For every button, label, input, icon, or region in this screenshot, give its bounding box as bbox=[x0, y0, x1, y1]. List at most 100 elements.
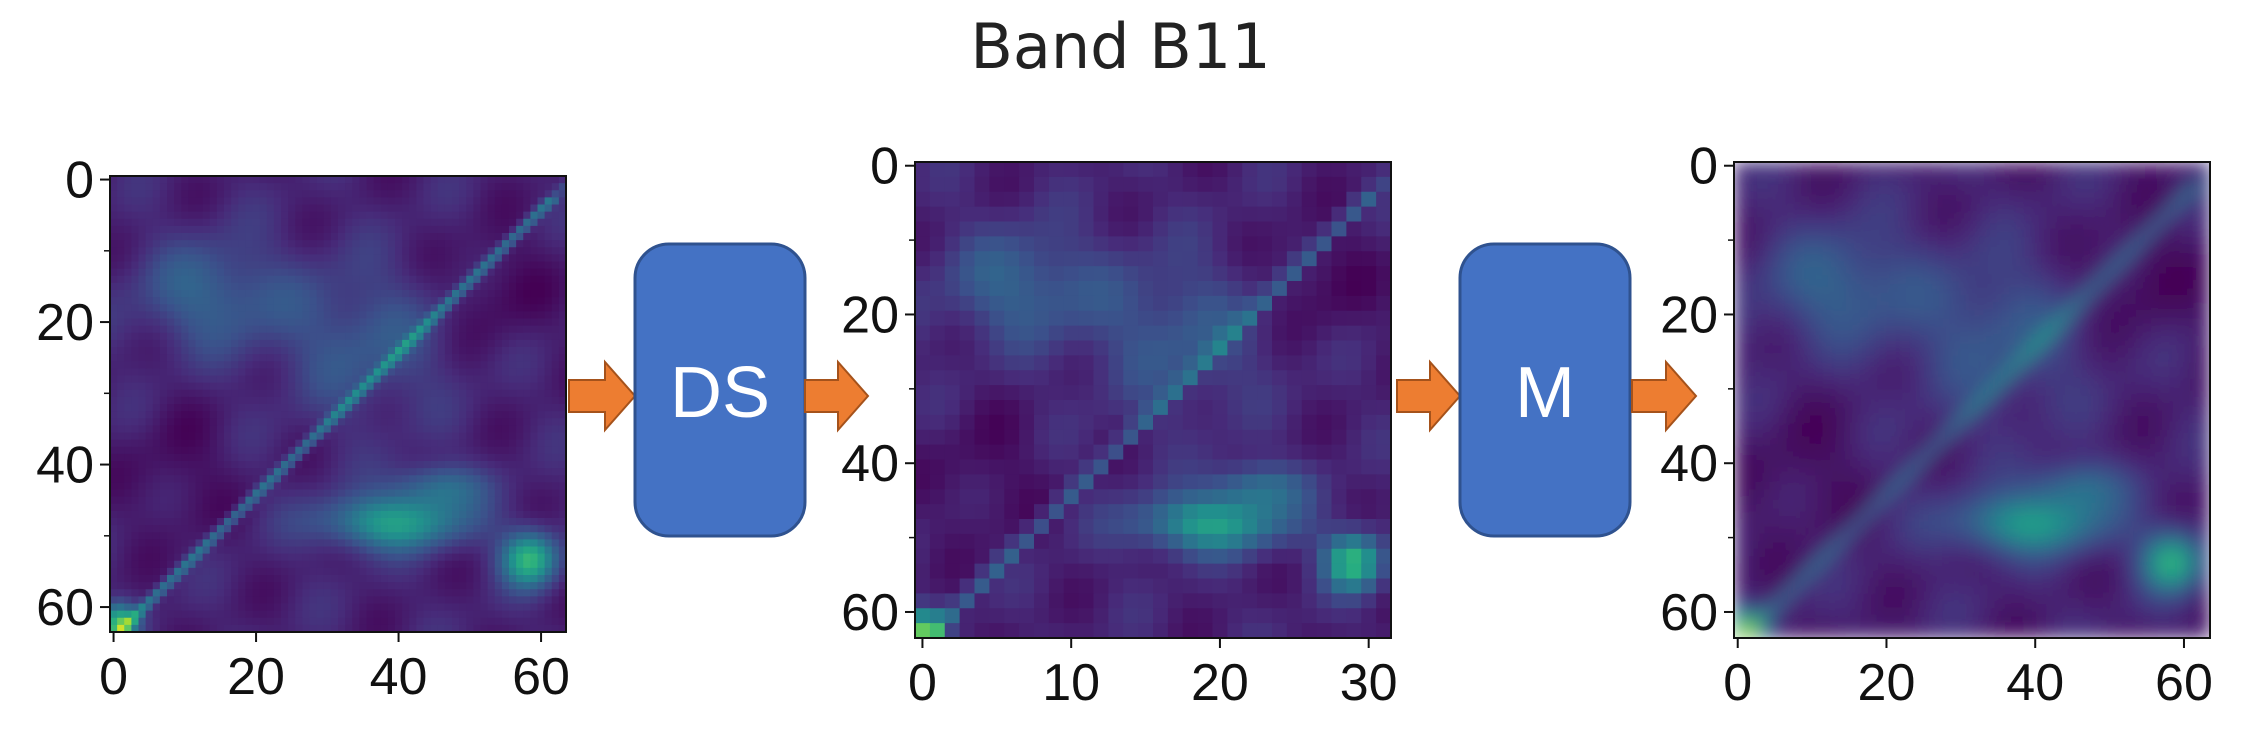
heatmap-cell bbox=[366, 539, 375, 548]
heatmap-cell bbox=[295, 482, 303, 491]
heatmap-cell bbox=[544, 318, 553, 327]
heatmap-cell bbox=[345, 461, 353, 469]
heatmap-cell bbox=[558, 489, 566, 498]
heatmap-cell bbox=[159, 461, 168, 469]
heatmap-cell bbox=[345, 204, 353, 213]
heatmap-cell bbox=[167, 482, 175, 491]
heatmap-cell bbox=[323, 218, 332, 227]
heatmap-cell bbox=[1078, 474, 1095, 490]
heatmap-cell bbox=[558, 575, 566, 583]
heatmap-cell bbox=[231, 361, 239, 369]
heatmap-cell bbox=[281, 233, 289, 241]
heatmap-cell bbox=[1257, 191, 1273, 208]
heatmap-cell bbox=[338, 339, 346, 348]
heatmap-cell bbox=[444, 297, 453, 305]
heatmap-cell bbox=[387, 582, 396, 590]
heatmap-cell bbox=[252, 311, 261, 320]
heatmap-cell bbox=[259, 567, 268, 576]
heatmap-cell bbox=[501, 461, 510, 469]
heatmap-cell bbox=[380, 247, 389, 255]
heatmap-cell bbox=[1167, 191, 1184, 208]
heatmap-cell bbox=[551, 354, 560, 362]
heatmap-cell bbox=[359, 211, 368, 220]
heatmap-cell bbox=[352, 496, 360, 505]
heatmap-cell bbox=[487, 446, 496, 455]
heatmap-cell bbox=[416, 261, 425, 270]
heatmap-cell bbox=[110, 332, 118, 341]
heatmap-cell bbox=[1286, 295, 1303, 312]
heatmap-cell bbox=[1316, 429, 1333, 446]
heatmap-cell bbox=[402, 432, 410, 441]
heatmap-cell bbox=[259, 290, 268, 298]
heatmap-cell bbox=[245, 375, 254, 384]
heatmap-cell bbox=[466, 503, 474, 512]
heatmap-cell bbox=[1212, 429, 1228, 446]
heatmap-cell bbox=[494, 304, 503, 312]
heatmap-cell bbox=[1153, 400, 1169, 416]
heatmap-cell bbox=[167, 567, 175, 576]
heatmap-cell bbox=[174, 361, 182, 369]
heatmap-cell bbox=[110, 624, 118, 632]
heatmap-cell bbox=[501, 411, 510, 419]
heatmap-cell bbox=[338, 204, 346, 213]
heatmap-cell bbox=[494, 418, 503, 426]
heatmap-cell bbox=[288, 382, 296, 391]
heatmap-cell bbox=[259, 375, 268, 384]
heatmap-cell bbox=[480, 617, 489, 626]
heatmap-cell bbox=[1316, 444, 1333, 461]
heatmap-cell bbox=[1093, 444, 1109, 461]
heatmap-cell bbox=[181, 617, 189, 626]
heatmap-cell bbox=[387, 247, 396, 255]
heatmap-cell bbox=[181, 240, 189, 248]
heatmap-cell bbox=[288, 482, 296, 491]
heatmap-cell bbox=[509, 446, 517, 455]
heatmap-cell bbox=[452, 261, 460, 270]
heatmap-cell bbox=[1212, 459, 1228, 475]
heatmap-cell bbox=[316, 496, 325, 505]
heatmap-cell bbox=[501, 389, 510, 398]
heatmap-cell bbox=[444, 332, 453, 341]
heatmap-cell bbox=[152, 261, 161, 270]
heatmap-cell bbox=[152, 361, 161, 369]
heatmap-cell bbox=[430, 233, 439, 241]
heatmap-cell bbox=[1272, 355, 1288, 371]
heatmap-cell bbox=[281, 446, 289, 455]
heatmap-cell bbox=[1063, 504, 1080, 520]
heatmap-cell bbox=[444, 218, 453, 227]
heatmap-cell bbox=[402, 247, 410, 255]
heatmap-cell bbox=[338, 560, 346, 569]
heatmap-cell bbox=[473, 268, 482, 277]
heatmap-cell bbox=[558, 368, 566, 377]
heatmap-cell bbox=[480, 532, 489, 540]
heatmap-cell bbox=[145, 225, 154, 234]
heatmap-cell bbox=[487, 610, 496, 619]
heatmap-cell bbox=[281, 482, 289, 491]
heatmap-cell bbox=[302, 553, 311, 562]
heatmap-cell bbox=[501, 225, 510, 234]
heatmap-cell bbox=[544, 290, 553, 298]
heatmap-cell bbox=[487, 197, 496, 206]
heatmap-cell bbox=[117, 539, 125, 548]
heatmap-cell bbox=[1019, 444, 1035, 461]
heatmap-cell bbox=[124, 617, 132, 626]
heatmap-cell bbox=[245, 518, 254, 526]
heatmap-cell bbox=[224, 617, 232, 626]
heatmap-cell bbox=[330, 332, 339, 341]
heatmap-cell bbox=[974, 533, 990, 550]
heatmap-cell bbox=[1078, 221, 1095, 237]
heatmap-cell bbox=[174, 332, 182, 341]
heatmap-cell bbox=[231, 468, 239, 476]
heatmap-cell bbox=[387, 439, 396, 448]
heatmap-cell bbox=[338, 233, 346, 241]
heatmap-cell bbox=[380, 254, 389, 263]
heatmap-cell bbox=[1063, 221, 1080, 237]
heatmap-cell bbox=[145, 418, 154, 426]
heatmap-cell bbox=[1286, 206, 1303, 223]
heatmap-cell bbox=[373, 582, 382, 590]
heatmap-cell bbox=[1376, 519, 1391, 535]
heatmap-cell bbox=[209, 539, 218, 548]
heatmap-cell bbox=[152, 368, 161, 377]
heatmap-cell bbox=[437, 375, 446, 384]
heatmap-cell bbox=[444, 382, 453, 391]
heatmap-cell bbox=[259, 432, 268, 441]
